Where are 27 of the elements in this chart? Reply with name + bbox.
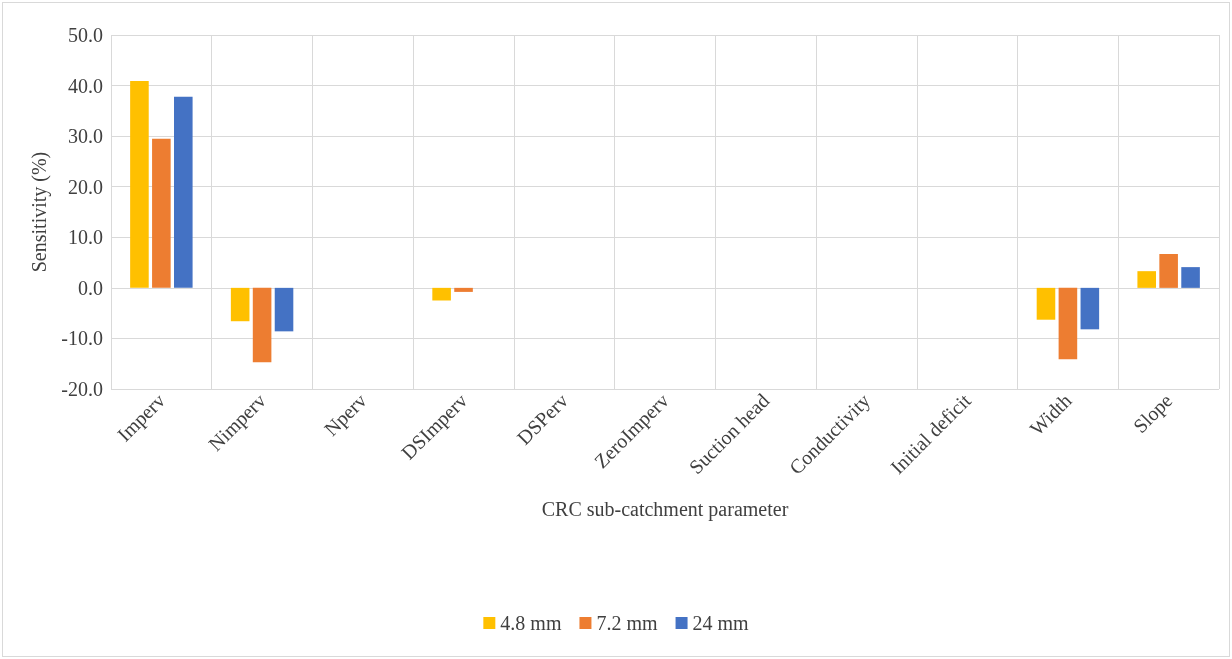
y-tick-label: 0.0: [78, 276, 103, 299]
y-tick-label: -20.0: [61, 378, 103, 400]
bar: [274, 287, 294, 332]
bar: [230, 287, 250, 322]
bar: [152, 138, 171, 288]
bar: [1181, 267, 1200, 288]
y-tick-label: 50.0: [68, 24, 103, 46]
bar: [130, 81, 149, 288]
bar: [1036, 287, 1056, 320]
y-tick-label: -10.0: [61, 327, 103, 350]
y-tick-label: 30.0: [68, 125, 103, 148]
bar: [432, 287, 451, 301]
y-tick-label: 10.0: [68, 226, 103, 249]
bar: [1137, 271, 1156, 288]
x-axis-title: CRC sub-catchment parameter: [541, 498, 789, 521]
y-axis-title: Sensitivity (%): [28, 151, 51, 273]
bar: [454, 287, 473, 292]
bar: [1058, 287, 1078, 360]
legend-label: 24 mm: [692, 612, 750, 634]
bar: [1080, 287, 1100, 330]
bar: [174, 96, 193, 288]
bar: [252, 287, 272, 363]
y-tick-label: 40.0: [68, 74, 103, 97]
y-tick-label: 20.0: [68, 175, 103, 198]
bar: [1159, 253, 1178, 288]
legend-label: 4.8 mm: [500, 612, 562, 634]
legend-label: 7.2 mm: [596, 612, 658, 634]
